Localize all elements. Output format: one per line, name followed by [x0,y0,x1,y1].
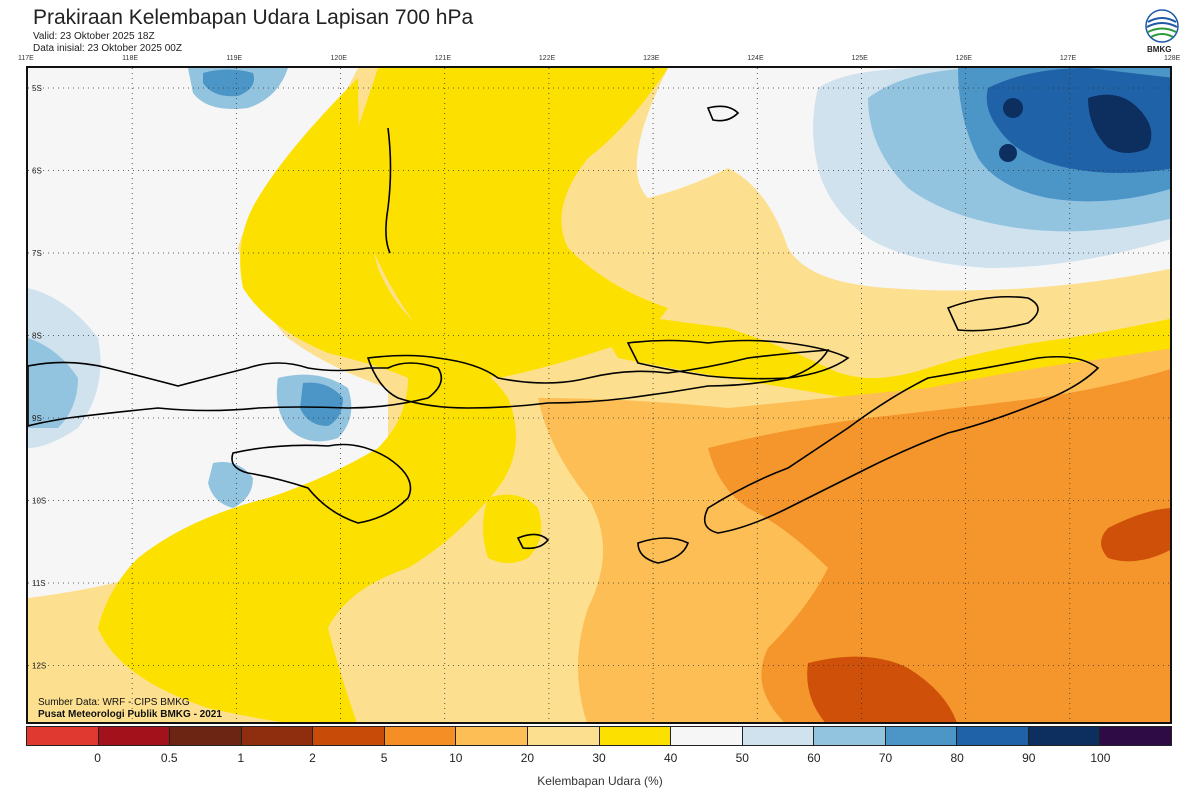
colorbar-label: 90 [1022,751,1036,765]
colorbar-segment [957,727,1029,745]
colorbar-label: 50 [735,751,749,765]
latitude-label: 6S [32,167,42,176]
bmkg-logo-icon [1145,9,1179,43]
longitude-label: 128E [1164,55,1181,62]
colorbar-label: 70 [878,751,893,765]
coastlines [28,105,1100,564]
colorbar-segment [1100,727,1171,745]
init-time: Data inisial: 23 Oktober 2025 00Z [33,43,182,54]
blue-patch-northwest-core [203,69,254,97]
blue-patch-west-mid [28,338,78,428]
colorbar-segment [885,727,958,745]
longitude-label: 124E [747,55,764,62]
colorbar-label: 2 [309,751,316,765]
colorbar-segment [241,727,314,745]
colorbar-label: 100 [1090,751,1111,765]
timor-coast [703,355,1100,534]
organization: Pusat Meteorologi Publik BMKG - 2021 [38,709,222,720]
latitude-label: 11S [32,579,46,588]
sulawesi-southeast-islands [706,105,740,122]
longitude-label: 121E [434,55,452,62]
orange-dark-patch-south [807,656,957,722]
latitude-labels: 5S 6S 7S 8S 9S 10S 11S 12S [32,84,46,671]
colorbar [26,726,1172,746]
white-region-west [28,68,388,598]
navy-core-2 [1003,98,1023,118]
colorbar-segment [170,727,242,745]
valid-time: Valid: 23 Oktober 2025 18Z [33,31,155,42]
yellow-region-west [98,78,516,722]
colorbar-segment [27,727,99,745]
yellow-island-patch [483,494,542,563]
colorbar-label: 20 [520,751,535,765]
orange-region [708,369,1170,722]
colorbar-label: 5 [380,751,388,765]
colorbar-segment [1028,727,1101,745]
longitude-label: 119E [226,55,243,62]
humidity-map: 5S 6S 7S 8S 9S 10S 11S 12S [26,66,1172,724]
colorbar-label: 0.5 [160,751,178,765]
colorbar-label: 0 [94,751,101,765]
flores-coast [626,339,850,380]
colorbar-segment [814,727,886,745]
logo-text: BMKG [1147,45,1172,54]
colorbar-segment [456,727,528,745]
navy-core-3 [999,144,1017,162]
latitude-label: 5S [32,84,42,93]
colorbar-segment [384,727,457,745]
longitude-label: 117E [18,55,34,62]
bali-lombok-coast [28,361,443,427]
sawu-coast [516,533,550,550]
colorbar-label: 30 [592,751,606,765]
longitude-label: 126E [955,55,972,62]
graticule [28,68,1170,722]
colorbar-segment [313,727,385,745]
latitude-label: 10S [32,497,46,506]
colorbar-segment [742,727,815,745]
longitude-label: 125E [851,55,868,62]
colorbar-label: 10 [449,751,463,765]
yellow-region-northwest [354,68,668,378]
blue-patch-sumbawa-south [208,462,253,508]
map-title: Prakiraan Kelembapan Udara Lapisan 700 h… [33,6,474,29]
sulawesi-south-coast [385,127,392,254]
colorbar-label: 1 [237,751,245,765]
blue-patch-lombok-core [300,382,343,426]
longitude-label: 122E [538,55,556,62]
orange-dark-patch-east [1101,508,1170,562]
colorbar-label: 60 [807,751,821,765]
latitude-label: 8S [32,332,42,341]
longitude-label: 118E [122,55,139,62]
wetar-coast [946,296,1039,332]
colorbar-label: 80 [950,751,964,765]
longitude-label: 127E [1059,55,1077,62]
colorbar-segment [671,727,743,745]
colorbar-label: 40 [663,751,678,765]
navy-core-1 [1088,94,1152,153]
colorbar-segment [599,727,672,745]
humidity-field: 5S 6S 7S 8S 9S 10S 11S 12S [28,68,1170,722]
longitude-label: 123E [643,55,660,62]
latitude-label: 12S [32,662,46,671]
latitude-label: 9S [32,414,42,423]
colorbar-segment [527,727,600,745]
rote-coast [637,537,689,564]
colorbar-caption: Kelembapan Udara (%) [537,774,663,788]
latitude-label: 7S [32,249,42,258]
colorbar-segment [98,727,171,745]
sumbawa-coast [366,349,830,409]
sumba-coast [231,443,412,524]
data-source: Sumber Data: WRF - CIPS BMKG [38,697,190,708]
longitude-label: 120E [330,55,347,62]
